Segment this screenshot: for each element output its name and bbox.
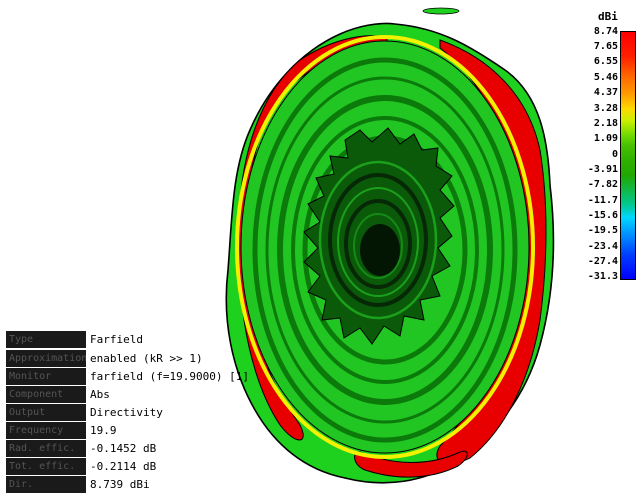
- info-value: 8.739 dBi: [90, 478, 150, 491]
- colorbar-tick: 8.74: [593, 26, 618, 37]
- colorbar-tick: -23.4: [587, 241, 618, 252]
- farfield-center-core: [360, 224, 400, 276]
- info-row-approximation: Approximation enabled (kR >> 1): [6, 350, 231, 367]
- colorbar-unit: dBi: [598, 10, 618, 23]
- info-row-output: Output Directivity: [6, 404, 231, 421]
- info-key: Rad. effic.: [6, 440, 86, 457]
- info-key: Type: [6, 331, 86, 348]
- colorbar-tick: -27.4: [587, 256, 618, 267]
- info-value: enabled (kR >> 1): [90, 352, 203, 365]
- top-mark: [422, 7, 460, 15]
- info-key: Component: [6, 386, 86, 403]
- info-key: Output: [6, 404, 86, 421]
- colorbar-gradient: [620, 31, 636, 280]
- info-row-frequency: Frequency 19.9: [6, 422, 231, 439]
- info-row-directivity: Dir. 8.739 dBi: [6, 476, 231, 493]
- colorbar-tick: -19.5: [587, 225, 618, 236]
- colorbar-tick: -11.7: [587, 195, 618, 206]
- colorbar-tick: 7.65: [593, 41, 618, 52]
- info-row-type: Type Farfield: [6, 331, 231, 348]
- info-value: Abs: [90, 388, 110, 401]
- farfield-contour-bands: [252, 57, 518, 443]
- info-key: Dir.: [6, 476, 86, 493]
- info-key: Frequency: [6, 422, 86, 439]
- colorbar-ticks: 8.74 7.65 6.55 5.46 4.37 3.28 2.18 1.09 …: [578, 26, 618, 282]
- info-value: -0.2114 dB: [90, 460, 157, 473]
- farfield-center-rings: [318, 160, 438, 320]
- colorbar-tick: 4.37: [593, 87, 618, 98]
- info-key: Approximation: [6, 350, 86, 367]
- info-value: farfield (f=19.9000) [1]: [90, 370, 249, 383]
- info-key: Tot. effic.: [6, 458, 86, 475]
- colorbar-tick: -3.91: [587, 164, 618, 175]
- colorbar-legend: dBi 8.74 7.65 6.55 5.46 4.37 3.28 2.18 1…: [578, 10, 636, 282]
- colorbar-tick: -15.6: [587, 210, 618, 221]
- info-value: 19.9: [90, 424, 117, 437]
- colorbar-tick: 0: [611, 149, 618, 160]
- colorbar-tick: 2.18: [593, 118, 618, 129]
- info-row-monitor: Monitor farfield (f=19.9000) [1]: [6, 368, 249, 385]
- info-value: Farfield: [90, 333, 143, 346]
- farfield-yellow-ring: [235, 35, 535, 459]
- colorbar-tick: -7.82: [587, 179, 618, 190]
- info-row-rad-efficiency: Rad. effic. -0.1452 dB: [6, 440, 231, 457]
- info-panel: Type Farfield Approximation enabled (kR …: [6, 331, 249, 493]
- colorbar-tick: 1.09: [593, 133, 618, 144]
- farfield-red-band-bottom: [354, 450, 468, 478]
- info-key: Monitor: [6, 368, 86, 385]
- colorbar-tick: 6.55: [593, 56, 618, 67]
- colorbar-tick: 5.46: [593, 72, 618, 83]
- info-value: Directivity: [90, 406, 163, 419]
- info-row-tot-efficiency: Tot. effic. -0.2114 dB: [6, 458, 231, 475]
- info-value: -0.1452 dB: [90, 442, 157, 455]
- colorbar-tick: 3.28: [593, 103, 618, 114]
- info-row-component: Component Abs: [6, 386, 231, 403]
- colorbar-tick: -31.3: [587, 271, 618, 282]
